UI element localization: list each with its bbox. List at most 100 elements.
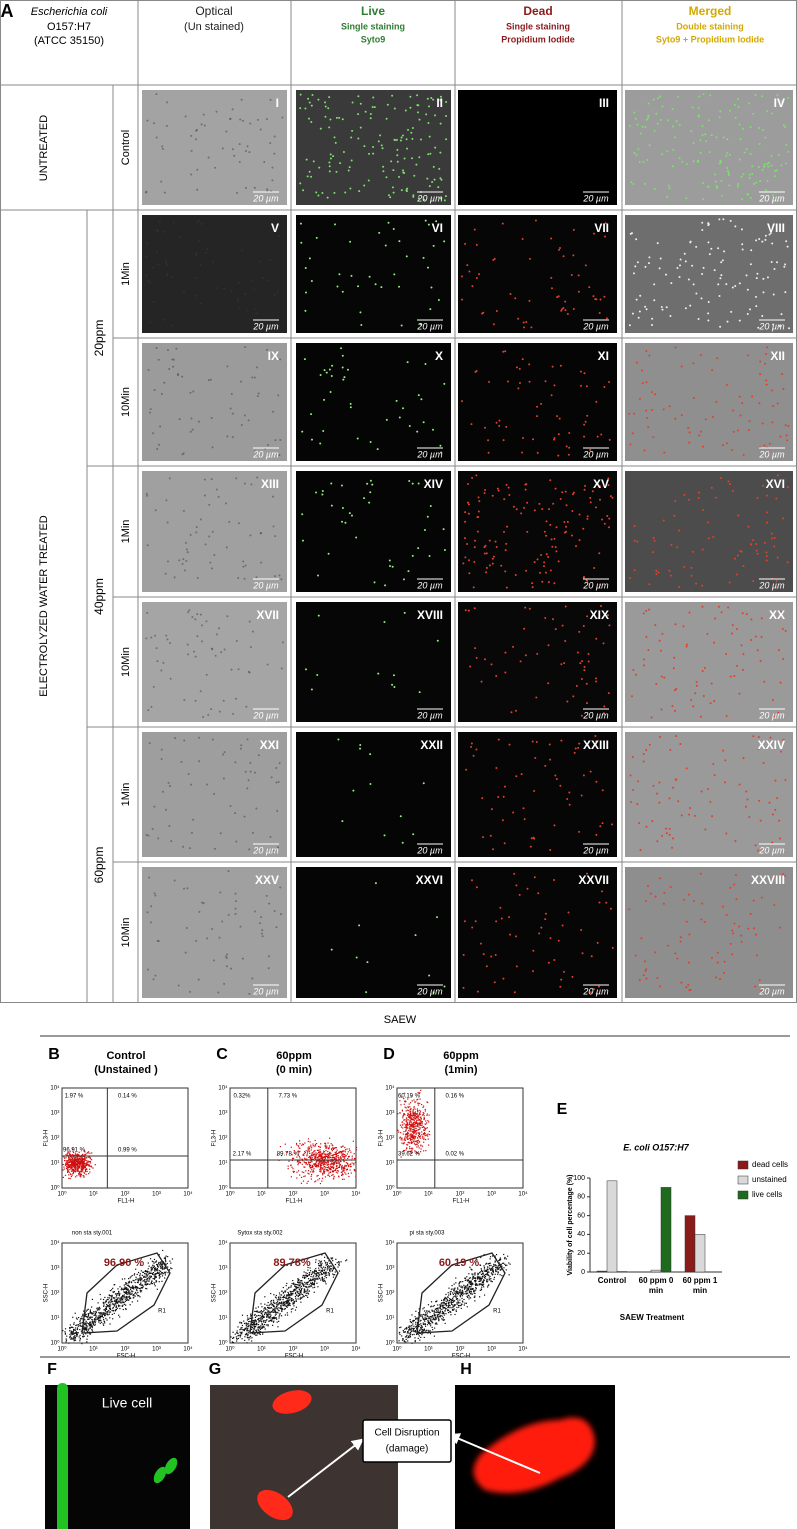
cell-dot [755,549,758,552]
event-dot [158,1261,160,1264]
cell-dot [736,554,739,557]
cell-dot [773,267,776,270]
event-dot [76,1153,78,1156]
event-dot [324,1176,326,1178]
event-dot [319,1149,321,1151]
event-dot [294,1309,297,1311]
event-dot [70,1175,73,1178]
event-dot [169,1260,171,1262]
event-dot [120,1302,122,1304]
event-dot [123,1294,125,1296]
cell-dot [185,548,188,551]
event-dot [153,1273,155,1276]
event-dot [71,1334,73,1336]
cell-dot [359,744,362,747]
event-dot [323,1153,325,1155]
cell-dot [689,240,692,243]
cell-dot [702,266,705,269]
event-dot [88,1313,90,1315]
cell-dot [599,485,602,488]
cell-dot [226,365,229,368]
cell-dot [515,366,518,369]
cell-dot [183,887,186,890]
cell-dot [253,186,256,189]
cell-dot [748,173,751,176]
cell-dot [755,277,758,280]
cell-dot [677,800,680,803]
cell-dot [464,609,467,612]
event-dot [275,1317,277,1319]
cell-dot [209,378,212,381]
cell-dot [632,668,635,671]
cell-dot [652,98,655,101]
event-dot [66,1166,69,1169]
event-dot [139,1288,141,1290]
event-dot [137,1291,139,1294]
event-dot [306,1155,308,1157]
cell-dot [608,624,611,627]
scale-bar-label: 20 µm [252,986,279,996]
event-dot [134,1281,136,1284]
cell-dot [598,901,601,904]
event-dot [313,1291,315,1293]
x-tick-label: 10⁰ [57,1191,67,1198]
cell-dot [651,551,654,554]
event-dot [76,1160,78,1162]
event-dot [311,1153,313,1155]
event-dot [259,1315,261,1317]
event-dot [343,1157,345,1159]
event-dot [261,1316,263,1318]
event-dot [162,1249,164,1252]
cell-dot [579,662,582,665]
cell-dot [674,346,677,349]
event-dot [82,1166,84,1168]
event-dot [323,1172,325,1174]
event-dot [308,1290,310,1292]
cell-dot [648,608,651,611]
cell-dot [474,370,477,373]
event-dot [284,1308,286,1310]
event-dot [66,1335,68,1337]
cell-dot [330,504,333,507]
event-dot [89,1333,92,1335]
cell-dot [196,168,199,171]
event-dot [63,1168,65,1170]
cell-dot [577,746,580,749]
event-dot [324,1166,326,1168]
event-dot [68,1171,70,1173]
event-dot [247,1317,249,1319]
event-dot [118,1290,120,1293]
event-dot [314,1272,316,1274]
cell-dot [765,551,768,554]
micrograph-bg [625,471,793,592]
cell-dot [738,319,741,322]
event-dot [80,1161,82,1163]
event-dot [74,1167,76,1170]
cell-dot [722,136,725,139]
cell-dot [771,841,774,844]
cell-dot [748,816,751,819]
cell-dot [719,110,722,113]
event-dot [78,1171,81,1173]
cell-dot [170,324,173,327]
event-dot [256,1323,258,1325]
scale-bar-label: 20 µm [416,193,443,203]
cell-dot [596,941,599,944]
micrograph [625,343,793,461]
event-dot [328,1265,330,1267]
event-dot [101,1314,103,1317]
micrograph [458,215,617,333]
event-dot [137,1294,139,1297]
cell-dot [697,497,700,500]
cell-dot [695,292,698,295]
cell-dot [299,107,302,110]
cell-dot [679,940,682,943]
cell-dot [752,735,755,738]
micrograph-bg [458,215,617,333]
event-dot [145,1284,147,1286]
cell-dot [235,639,238,642]
event-dot [95,1314,97,1316]
event-dot [116,1307,118,1309]
cell-dot [167,781,170,784]
event-dot [63,1157,66,1159]
